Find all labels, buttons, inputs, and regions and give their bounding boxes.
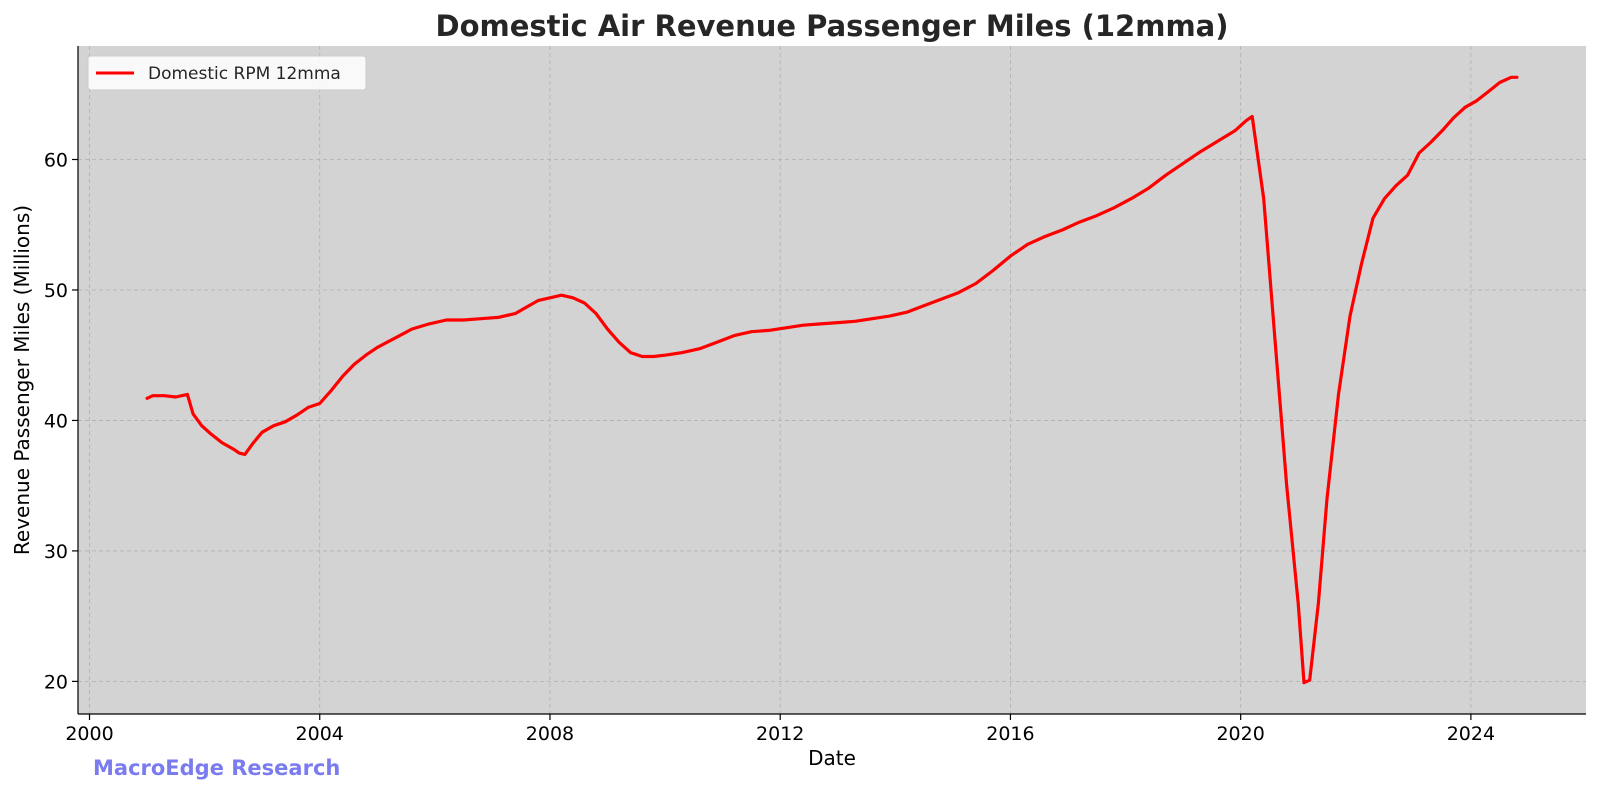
x-tick-label: 2020 [1216,723,1264,745]
x-tick-label: 2024 [1447,723,1495,745]
legend-label: Domestic RPM 12mma [148,64,341,84]
legend: Domestic RPM 12mma [87,55,367,91]
x-tick-label: 2000 [65,723,113,745]
y-tick-label: 50 [44,280,68,302]
x-tick-label: 2012 [756,723,804,745]
x-axis-label: Date [808,746,856,770]
x-tick-label: 2004 [296,723,344,745]
chart-title: Domestic Air Revenue Passenger Miles (12… [436,9,1229,43]
y-tick-label: 40 [44,410,68,432]
plot-area [78,46,1586,714]
y-tick-label: 60 [44,150,68,172]
y-tick-label: 30 [44,541,68,563]
x-ticks: 2000 2004 2008 2012 2016 2020 2024 [65,714,1495,745]
y-tick-label: 20 [44,671,68,693]
y-axis-label: Revenue Passenger Miles (Millions) [10,205,34,555]
legend-box [87,55,367,91]
y-ticks: 20 30 40 50 60 [44,150,78,693]
series-layer [145,75,1519,685]
x-tick-label: 2008 [526,723,574,745]
watermark: MacroEdge Research [93,756,341,780]
x-tick-label: 2016 [986,723,1034,745]
series-line-0 [145,75,1519,685]
